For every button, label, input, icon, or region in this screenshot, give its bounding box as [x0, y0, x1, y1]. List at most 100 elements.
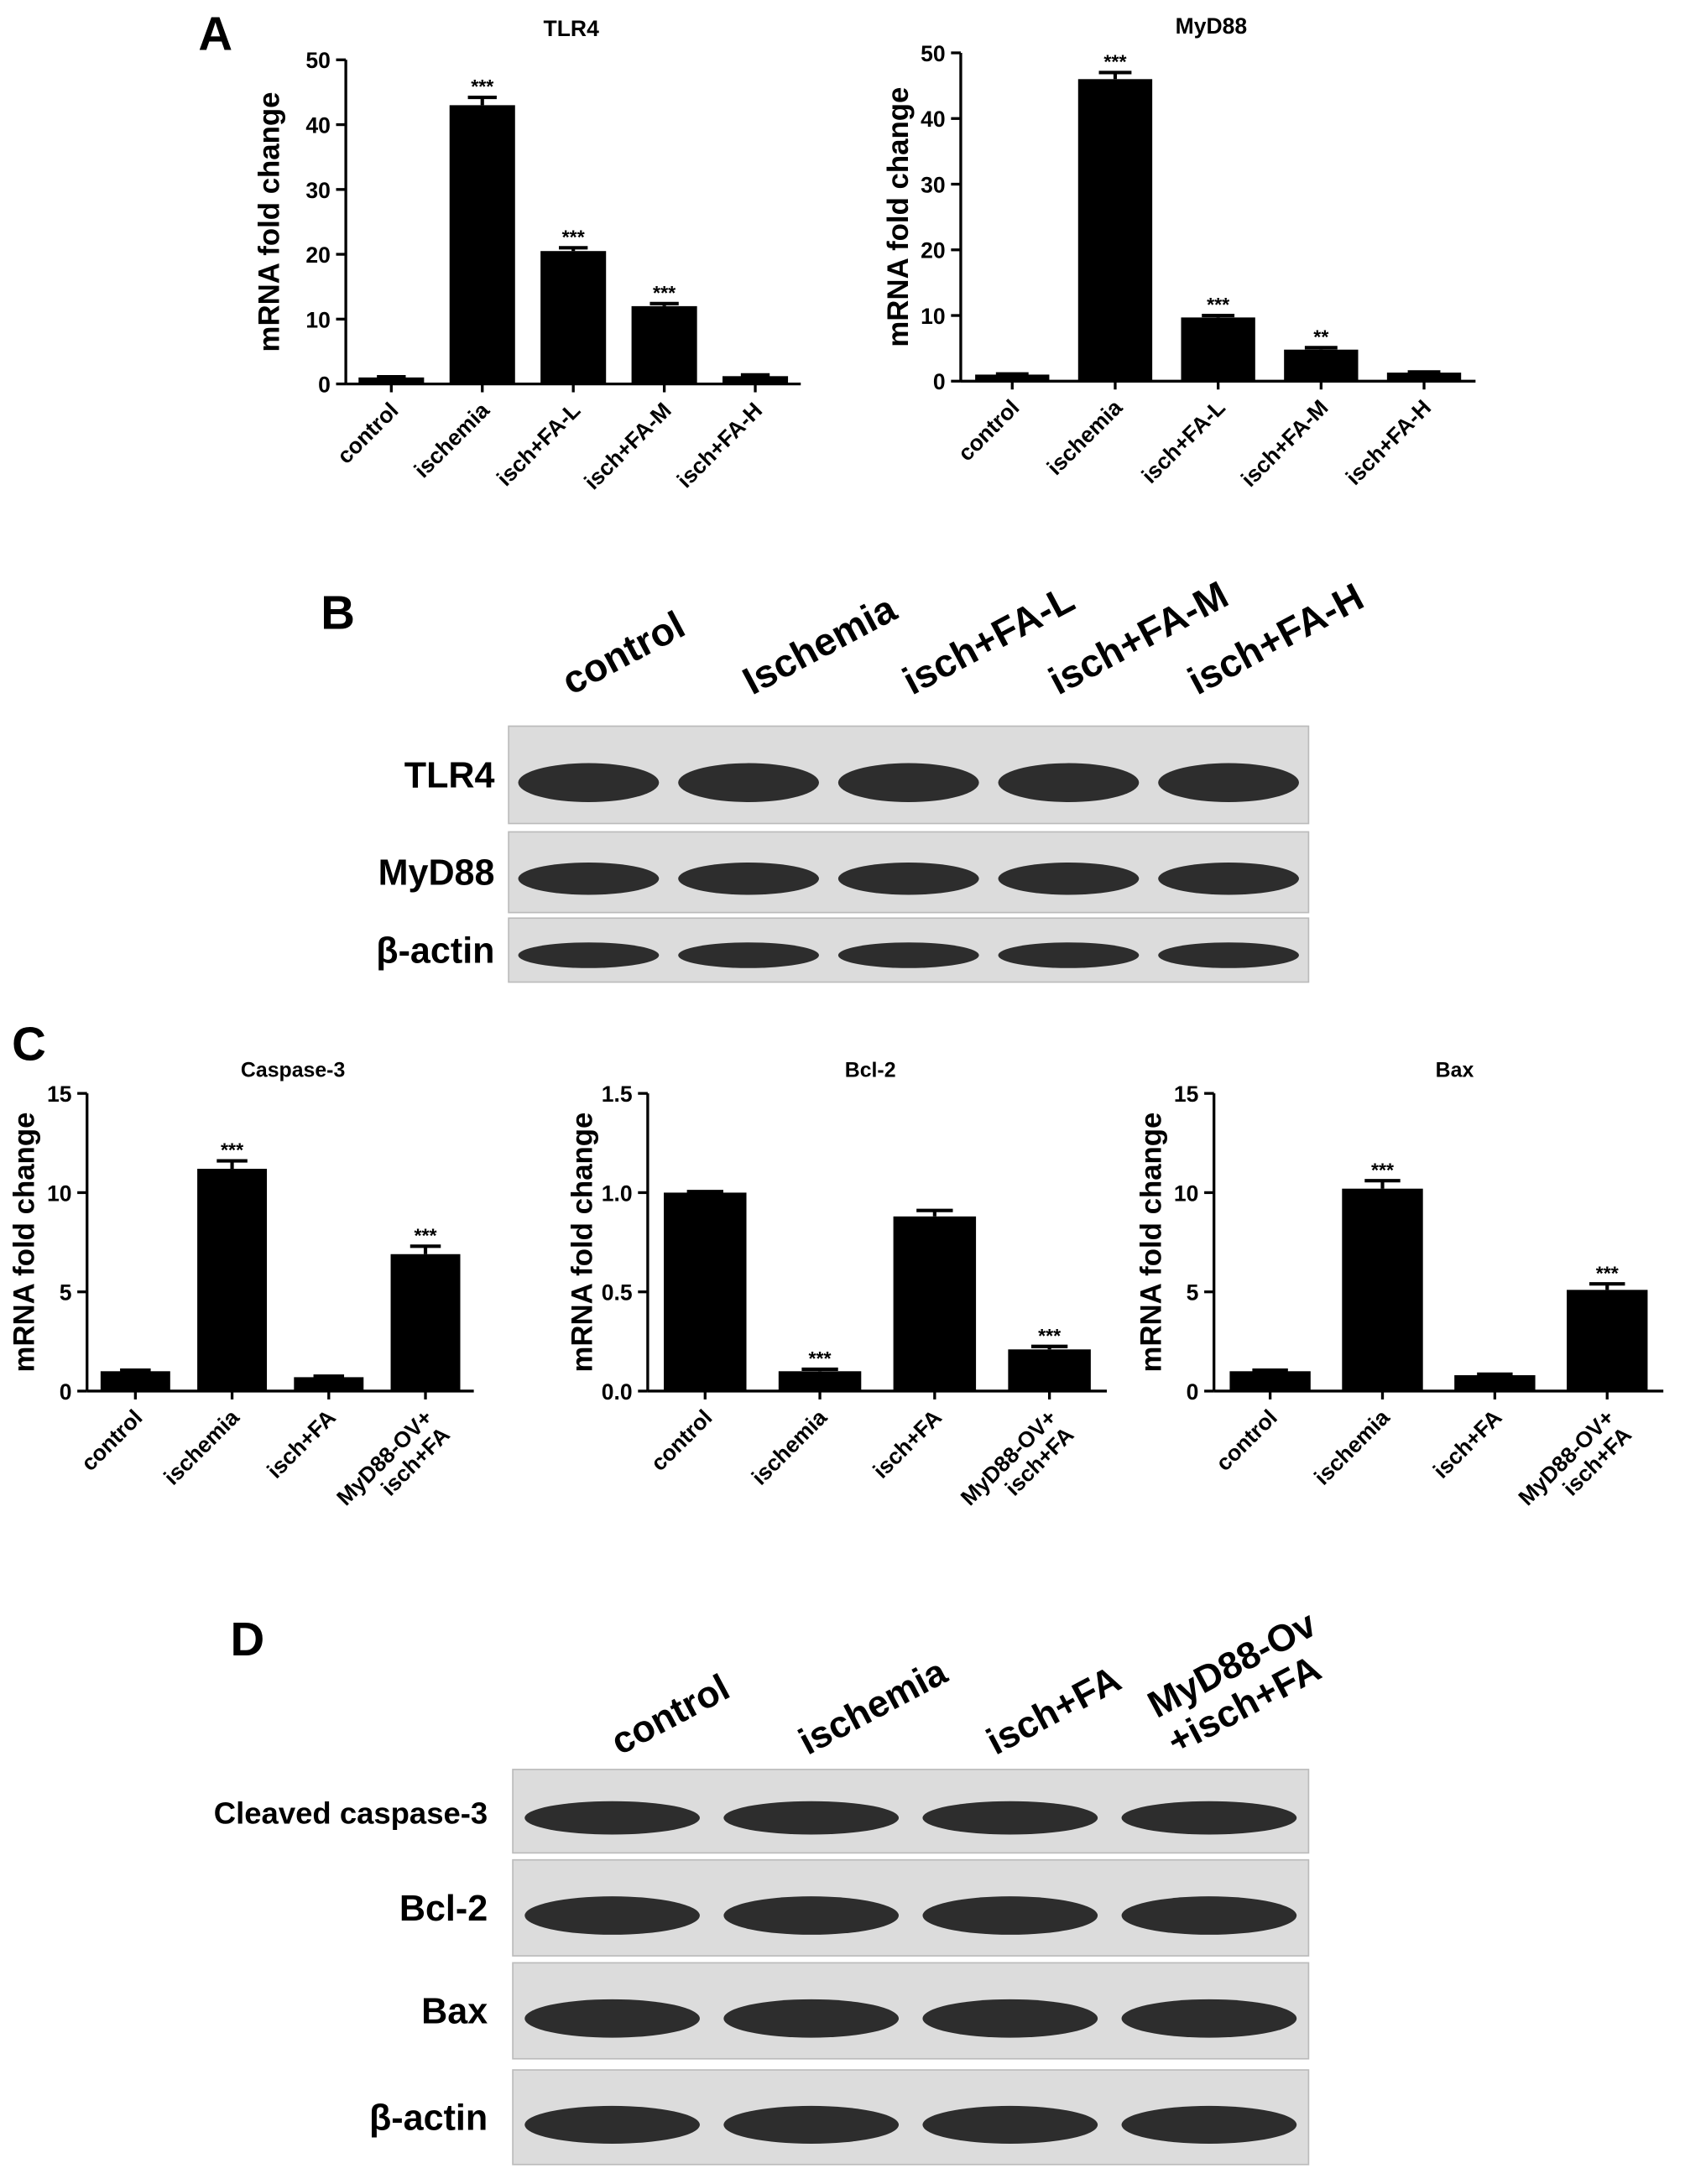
blot-band	[922, 1801, 1098, 1835]
bar	[1454, 1375, 1536, 1391]
row-label: Bcl-2	[399, 1889, 488, 1929]
y-axis-label: mRNA fold change	[253, 91, 286, 352]
y-tick-label: 0	[933, 369, 946, 394]
blot-band	[678, 763, 819, 802]
bar	[294, 1377, 364, 1391]
error-bar	[120, 1368, 151, 1373]
y-tick-label: 1.5	[602, 1082, 633, 1107]
bar	[358, 377, 425, 384]
y-axis-label: mRNA fold change	[1135, 1113, 1168, 1373]
error-bar	[740, 373, 770, 377]
bar	[1077, 79, 1153, 382]
row-label: β-actin	[369, 2098, 488, 2138]
bar	[100, 1371, 170, 1391]
significance-label: ***	[1371, 1159, 1394, 1181]
error-bar	[313, 1374, 345, 1379]
significance-label: ***	[1207, 294, 1229, 315]
blot-band	[518, 863, 660, 895]
error-bar	[1202, 313, 1235, 318]
y-tick-label: 10	[305, 307, 331, 332]
row-label: MyD88	[378, 852, 495, 893]
blot-band	[998, 763, 1140, 802]
bar	[723, 376, 789, 384]
blot-band	[922, 1896, 1098, 1935]
y-tick-label: 50	[305, 48, 331, 73]
y-tick-label: 30	[921, 172, 946, 197]
blot-band	[678, 863, 819, 895]
significance-label: ***	[414, 1224, 436, 1246]
bar	[664, 1192, 747, 1391]
significance-label: ***	[471, 76, 493, 97]
row-label: Cleaved caspase-3	[214, 1796, 488, 1831]
blot-band	[837, 942, 979, 968]
y-axis-label: mRNA fold change	[566, 1113, 599, 1373]
panel-letter: D	[230, 1613, 264, 1665]
blot-band	[1121, 1896, 1297, 1935]
y-tick-label: 1.0	[602, 1181, 633, 1206]
y-tick-label: 30	[305, 178, 331, 203]
blot-band	[723, 1801, 900, 1835]
significance-label: ***	[562, 226, 585, 248]
bar	[1181, 317, 1255, 382]
error-bar	[1589, 1282, 1625, 1290]
blot-band	[723, 1896, 900, 1935]
bar	[390, 1254, 461, 1391]
blot-band	[837, 863, 979, 895]
significance-label: ***	[221, 1139, 243, 1161]
significance-label: ***	[809, 1347, 832, 1369]
bar	[631, 305, 697, 384]
blot-band	[524, 1896, 700, 1935]
error-bar	[1364, 1179, 1401, 1189]
chart-title: TLR4	[544, 16, 600, 41]
y-tick-label: 40	[305, 113, 331, 138]
blot-band	[1158, 763, 1299, 802]
panel-letter: C	[12, 1017, 46, 1070]
bar	[1284, 349, 1359, 382]
y-tick-label: 10	[1174, 1181, 1199, 1206]
blot-band	[1121, 2105, 1297, 2144]
bar	[449, 105, 515, 384]
panel-letter: A	[198, 8, 232, 60]
chart-title: Caspase-3	[241, 1058, 345, 1082]
blot-band	[922, 2105, 1098, 2144]
bar	[1342, 1188, 1423, 1391]
bar	[540, 251, 607, 384]
error-bar	[216, 1159, 248, 1170]
chart-title: Bcl-2	[845, 1058, 896, 1082]
row-label: Bax	[421, 1992, 488, 2032]
y-tick-label: 0	[60, 1379, 72, 1405]
y-tick-label: 10	[47, 1181, 72, 1206]
bar	[778, 1371, 862, 1391]
row-label: β-actin	[376, 930, 494, 971]
y-tick-label: 0.5	[602, 1280, 633, 1306]
error-bar	[467, 96, 497, 106]
y-axis-label: mRNA fold change	[8, 1113, 41, 1373]
y-tick-label: 15	[1174, 1082, 1199, 1107]
y-axis-label: mRNA fold change	[882, 87, 915, 347]
blot-band	[837, 763, 979, 802]
significance-label: ***	[653, 282, 676, 304]
blot-band	[922, 1999, 1098, 2038]
y-tick-label: 0.0	[602, 1379, 633, 1405]
blot-band	[1158, 942, 1299, 968]
chart-title: Bax	[1436, 1058, 1474, 1082]
chart-title: MyD88	[1176, 13, 1247, 39]
bar	[1567, 1290, 1648, 1391]
error-bar	[1477, 1372, 1513, 1376]
y-tick-label: 0	[318, 373, 331, 398]
blot-band	[1121, 1801, 1297, 1835]
bar	[1386, 373, 1462, 382]
y-tick-label: 5	[60, 1280, 72, 1306]
bar	[197, 1169, 268, 1391]
error-bar	[559, 246, 588, 252]
panel-letter: B	[321, 586, 355, 639]
y-tick-label: 50	[921, 41, 946, 66]
blot-band	[678, 942, 819, 968]
blot-band	[518, 763, 660, 802]
error-bar	[1304, 346, 1338, 350]
y-tick-label: 15	[47, 1082, 72, 1107]
blot-band	[723, 2105, 900, 2144]
bar	[1229, 1371, 1311, 1391]
